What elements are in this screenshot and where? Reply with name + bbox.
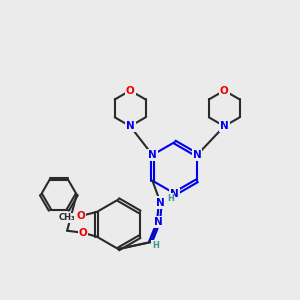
- Text: O: O: [126, 85, 135, 96]
- Text: N: N: [154, 217, 163, 227]
- Text: N: N: [170, 189, 179, 199]
- Text: H: H: [167, 194, 174, 203]
- Text: N: N: [126, 121, 135, 131]
- Text: N: N: [148, 150, 157, 160]
- Text: O: O: [76, 211, 85, 221]
- Text: CH₃: CH₃: [59, 213, 75, 222]
- Text: N: N: [220, 121, 229, 131]
- Text: N: N: [156, 197, 165, 208]
- Text: N: N: [193, 150, 202, 160]
- Text: O: O: [220, 85, 229, 96]
- Text: H: H: [152, 241, 159, 250]
- Text: O: O: [79, 228, 87, 238]
